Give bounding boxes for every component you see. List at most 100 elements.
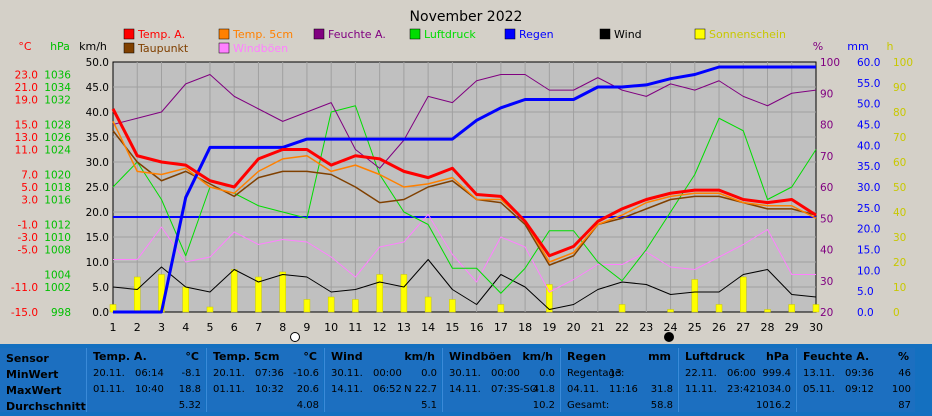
stats-title: Temp. A. [93, 350, 147, 363]
x-tick-label: 11 [348, 321, 362, 334]
tick-label: 0 [893, 307, 900, 319]
stats-title: Temp. 5cm [213, 350, 280, 363]
series-taupunkt [112, 130, 817, 266]
tick-label: 45.0 [86, 82, 109, 94]
stats-title: Feuchte A. [803, 350, 870, 363]
tick-label: 90 [893, 82, 906, 94]
x-tick-label: 12 [373, 321, 387, 334]
tick-label: 1010 [44, 232, 71, 244]
stats-value: -8.1 [181, 368, 201, 379]
tick-label: -15.0 [11, 307, 38, 319]
x-tick-label: 7 [255, 321, 262, 334]
tick-label: 15.0 [86, 232, 109, 244]
stats-date: 14.11. [331, 384, 363, 395]
tick-label: 60.0 [857, 57, 880, 69]
stats-title: Regen [567, 350, 607, 363]
stats-time: 06:52 [373, 384, 402, 395]
full-moon-icon [290, 332, 300, 342]
tick-label: 25.0 [857, 203, 880, 215]
stats-value: 18.8 [178, 384, 201, 395]
tick-label: 40.0 [857, 140, 880, 152]
tick-label: 60 [820, 182, 833, 194]
tick-label: 1016 [44, 195, 71, 207]
series-temp-a [111, 108, 817, 258]
stats-date: 05.11. [803, 384, 835, 395]
tick-label: -1.0 [18, 220, 39, 232]
legend-swatch [123, 28, 135, 40]
sunshine-bar [715, 304, 723, 313]
tick-label: 45.0 [857, 120, 880, 132]
stats-time: 13 [609, 368, 622, 379]
stats-row: 5.32 [87, 400, 201, 414]
stats-column-header: Feuchte A.% [803, 350, 909, 363]
stats-column-header: Temp. 5cm °C [213, 350, 317, 363]
tick-label: 23.0 [15, 70, 38, 82]
stats-column-header: Temp. A. °C [93, 350, 199, 363]
tick-label: 20 [820, 307, 833, 319]
legend-label: Regen [519, 28, 554, 41]
tick-label: 1020 [44, 170, 71, 182]
x-tick-label: 2 [134, 321, 141, 334]
stats-row: 20.11. 07:36 -10.6 [207, 368, 319, 382]
tick-label: 30.0 [86, 157, 109, 169]
sunshine-bars [109, 269, 820, 313]
x-tick-label: 17 [494, 321, 508, 334]
stats-time: 11:16 [609, 384, 638, 395]
stats-unit: hPa [765, 350, 789, 363]
stats-unit: °C [185, 350, 199, 363]
stats-row: 22.11. 06:00 999.4 [679, 368, 791, 382]
stats-row: 14.11. 07:3S-SO 41.8 [443, 384, 555, 398]
stats-row: 01.11. 10:32 20.6 [207, 384, 319, 398]
chart-legend: Temp. A. Temp. 5cm Feuchte A. Luftdruck Rege… [123, 28, 786, 55]
stats-value: 0.0 [539, 368, 555, 379]
stats-value: N 22.7 [404, 384, 437, 395]
axis-unit-label: h [887, 40, 894, 53]
sunshine-bar [400, 274, 408, 313]
stats-date: Regentage: [567, 368, 625, 379]
stats-time: 06:14 [135, 368, 164, 379]
legend-label: Temp. 5cm [232, 28, 293, 41]
tick-label: 1032 [44, 95, 71, 107]
sunshine-bar [618, 304, 626, 313]
stats-date: 01.11. [213, 384, 245, 395]
tick-label: 50.0 [857, 99, 880, 111]
tick-label: 1008 [44, 245, 71, 257]
stats-column: Luftdruck hPa 22.11. 06:00 999.4 11.11. 23:42 1… [678, 348, 795, 412]
axis-unit-label: mm [847, 40, 868, 53]
stats-row: 04.11. 11:16 31.8 [561, 384, 673, 398]
x-tick-label: 4 [182, 321, 189, 334]
tick-label: 60 [893, 157, 906, 169]
legend-swatch [313, 28, 325, 40]
stats-label-column: Sensor MinWert MaxWert Durchschnitt [0, 348, 86, 413]
sunshine-bar [764, 309, 771, 313]
legend-label: Wind [614, 28, 642, 41]
stats-time: 00:00 [491, 368, 520, 379]
legend-label: Luftdruck [424, 28, 476, 41]
tick-label: 25.0 [86, 182, 109, 194]
stats-value: 4.08 [296, 400, 319, 411]
stats-column: Wind km/h 30.11. 00:00 0.0 14.11. 06:52 N 22.7 5… [324, 348, 441, 412]
stats-time: 07:3S-SO [491, 384, 538, 395]
tick-label: 40 [893, 207, 906, 219]
legend-swatch [599, 28, 611, 40]
legend-swatch [694, 28, 706, 40]
stats-date: 20.11. [213, 368, 245, 379]
stats-value: 5.32 [178, 400, 201, 411]
tick-label: 15.0 [857, 245, 880, 257]
tick-label: 50.0 [86, 57, 109, 69]
series-regen [113, 65, 816, 314]
sunshine-bar [497, 304, 505, 313]
x-tick-label: 28 [761, 321, 775, 334]
stats-unit: mm [648, 350, 671, 363]
tick-label: 1018 [44, 182, 71, 194]
tick-label: 30 [893, 232, 906, 244]
stats-column-header: Windböen km/h [449, 350, 553, 363]
legend-swatch [218, 42, 230, 54]
sunshine-bar [691, 279, 699, 313]
x-tick-label: 13 [397, 321, 411, 334]
stats-value: 5.1 [421, 400, 437, 411]
stats-row: 1016.2 [679, 400, 791, 414]
stats-unit: km/h [404, 350, 435, 363]
legend-swatch [504, 28, 516, 40]
tick-label: 5.0 [92, 282, 109, 294]
